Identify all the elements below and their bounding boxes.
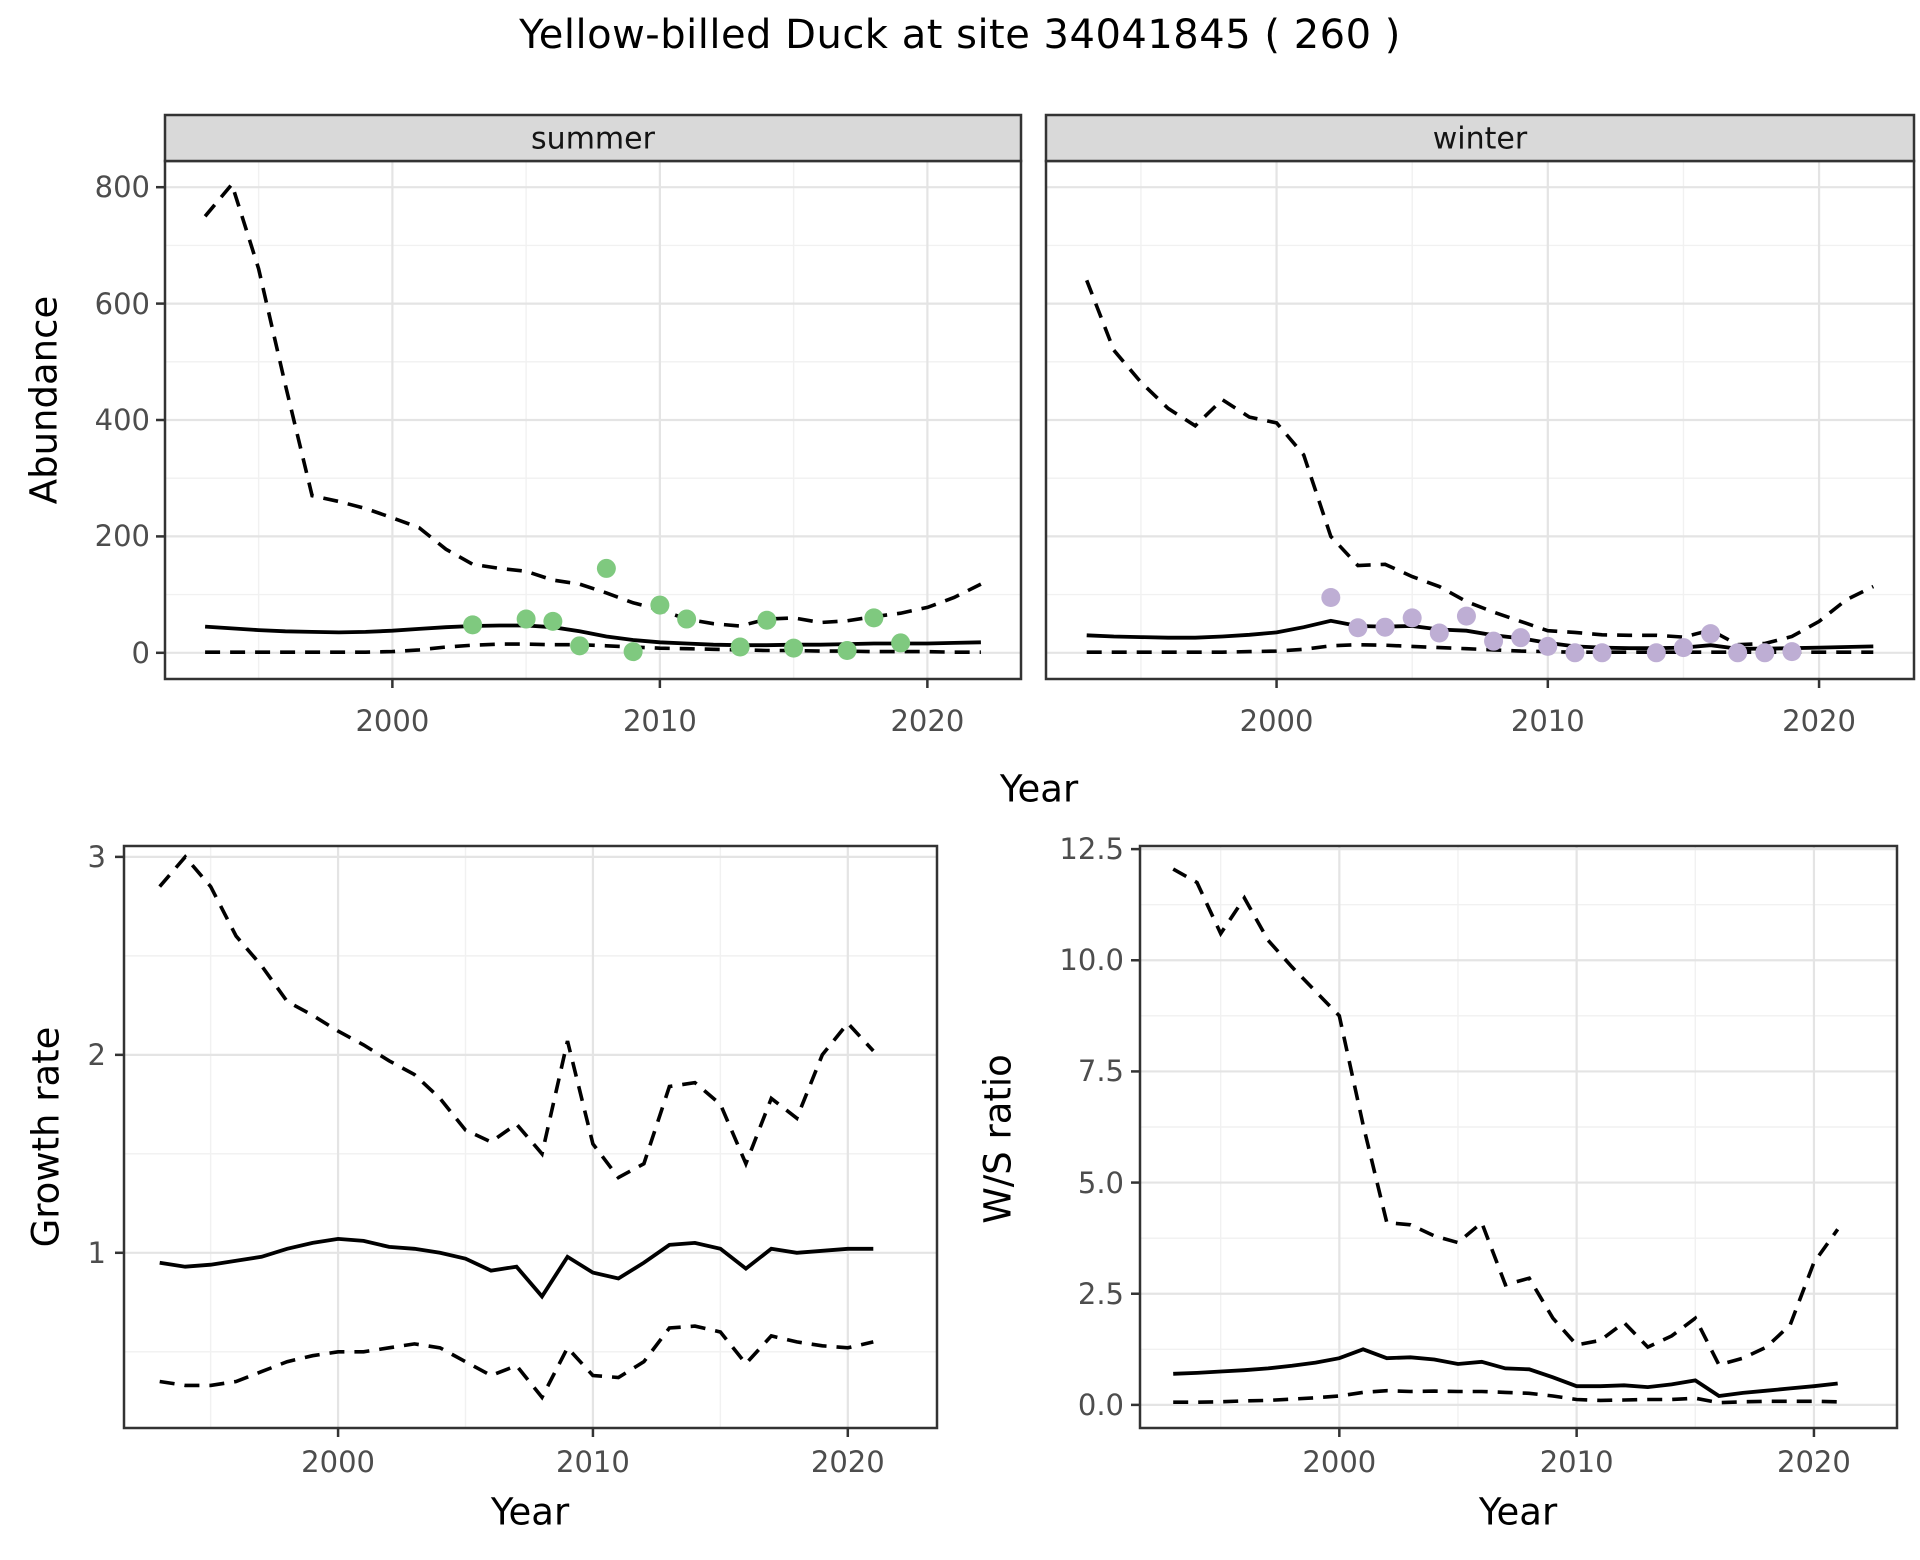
x-tick-label-abundance-summer: 2000 [355,704,430,738]
data-point-observed_counts_winter [1701,624,1721,644]
y-axis-label-growth-rate: Growth rate [24,1026,68,1248]
data-point-observed_counts_winter [1321,588,1341,608]
y-tick-label-ws-ratio: 7.5 [1077,1054,1124,1089]
figure-title: Yellow-billed Duck at site 34041845 ( 26… [519,12,1401,58]
facet-strip-label-summer: summer [531,121,655,157]
x-tick-label-growth-rate: 2010 [556,1445,630,1479]
x-axis-label-year-growth: Year [490,1490,570,1534]
data-point-observed_counts_summer [543,611,563,631]
y-tick-label-ws-ratio: 10.0 [1059,943,1124,978]
y-tick-label-growth-rate: 1 [87,1235,106,1270]
median-line-ws-ratio [1173,1347,1838,1398]
data-point-observed_counts_winter [1538,636,1558,656]
upper_95ci-line-ws-ratio [1172,867,1840,1368]
data-point-observed_counts_winter [1565,643,1585,663]
y-tick-label-ws-ratio: 0.0 [1077,1387,1124,1422]
data-point-observed_counts_summer [837,640,857,660]
lower_95ci-line-growth-rate [159,1324,874,1401]
x-tick-label-abundance-winter: 2010 [1510,704,1585,738]
data-point-observed_counts_summer [730,637,750,657]
data-point-observed_counts_winter [1646,643,1666,663]
y-tick-label-abundance-summer: 800 [94,170,150,205]
x-tick-label-ws-ratio: 2000 [1302,1445,1377,1479]
x-tick-label-abundance-summer: 2010 [622,704,697,738]
panel-background-ws-ratio [1140,846,1897,1428]
data-point-observed_counts_winter [1484,631,1504,651]
data-point-observed_counts_summer [596,558,616,578]
y-tick-label-abundance-summer: 400 [94,403,150,437]
median-line-growth-rate [159,1236,874,1300]
data-point-observed_counts_summer [677,609,697,629]
y-tick-label-growth-rate: 2 [87,1037,106,1072]
data-point-observed_counts_winter [1592,643,1612,663]
y-tick-label-abundance-summer: 600 [94,286,150,321]
x-tick-label-abundance-summer: 2020 [890,704,965,738]
x-tick-label-ws-ratio: 2020 [1777,1445,1851,1479]
x-tick-label-abundance-winter: 2020 [1782,704,1856,738]
y-tick-label-growth-rate: 3 [87,839,106,874]
y-axis-label-abundance: Abundance [22,295,66,505]
x-tick-label-abundance-winter: 2000 [1239,704,1314,738]
facet-strip-label-winter: winter [1432,121,1528,157]
data-point-observed_counts_winter [1429,623,1449,643]
x-axis-label-year-top: Year [999,767,1079,811]
y-axis-label-ws-ratio: W/S ratio [976,1054,1020,1224]
data-point-observed_counts_summer [757,610,777,630]
data-point-observed_counts_winter [1348,618,1368,638]
data-point-observed_counts_summer [623,642,643,662]
data-point-observed_counts_summer [891,633,911,653]
data-point-observed_counts_summer [864,608,884,628]
data-point-observed_counts_winter [1375,617,1395,637]
data-point-observed_counts_winter [1402,608,1422,628]
data-point-observed_counts_winter [1511,628,1531,648]
upper_95ci-line-abundance-summer [203,180,982,628]
facet-strip-abundance-winter [1044,113,1916,163]
x-axis-label-year-ws: Year [1478,1490,1558,1534]
data-point-observed_counts_winter [1456,606,1476,626]
x-tick-label-ws-ratio: 2010 [1539,1445,1614,1479]
panel-border-growth-rate [122,844,939,1430]
lower_95ci-line-abundance-summer [205,642,981,655]
x-tick-label-growth-rate: 2020 [810,1445,885,1479]
data-point-observed_counts_summer [516,609,536,629]
lower_95ci-line-ws-ratio [1173,1388,1838,1405]
data-point-observed_counts_winter [1673,638,1693,658]
y-tick-label-abundance-summer: 200 [94,519,150,554]
y-tick-label-abundance-summer: 0 [131,635,150,670]
data-point-observed_counts_summer [784,638,804,658]
panel-border-ws-ratio [1138,844,1899,1430]
facet-strip-abundance-summer [163,113,1023,163]
data-point-observed_counts_winter [1782,642,1802,662]
upper_95ci-line-growth-rate [158,854,875,1180]
y-tick-label-ws-ratio: 2.5 [1077,1276,1124,1311]
data-point-observed_counts_winter [1728,643,1748,663]
data-point-observed_counts_summer [650,595,670,615]
data-point-observed_counts_summer [570,636,590,656]
y-tick-label-ws-ratio: 12.5 [1059,832,1124,867]
y-tick-label-ws-ratio: 5.0 [1077,1165,1124,1200]
panel-background-growth-rate [124,846,937,1428]
x-tick-label-growth-rate: 2000 [301,1445,375,1479]
data-point-observed_counts_winter [1755,643,1775,663]
data-point-observed_counts_summer [463,615,483,635]
